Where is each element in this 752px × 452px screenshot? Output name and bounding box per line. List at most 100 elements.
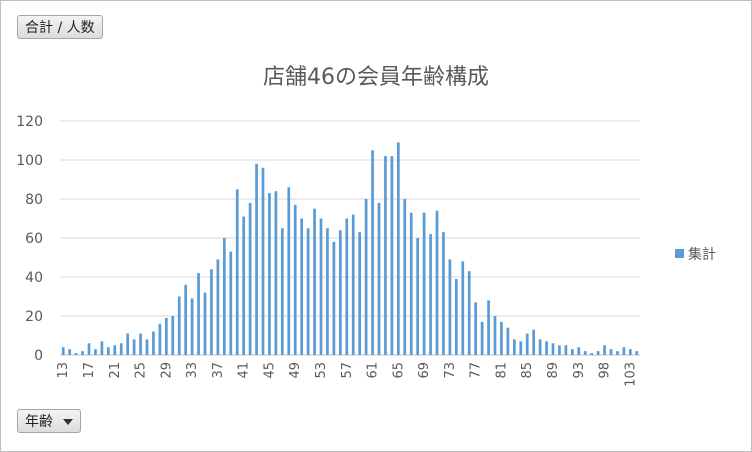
x-tick-label: 41 (237, 362, 252, 379)
bar-age-76 (467, 271, 471, 355)
bar-age-86 (532, 329, 536, 355)
bar-age-53 (319, 218, 323, 355)
bar-age-73 (448, 259, 452, 355)
bar-age-83 (512, 339, 516, 355)
bar-age-57 (345, 218, 349, 355)
bar-age-44 (261, 167, 265, 355)
x-tick-label: 73 (443, 362, 458, 379)
bar-age-25 (139, 333, 142, 355)
bar-age-72 (442, 232, 445, 355)
x-tick-label: 65 (391, 362, 406, 379)
gridlines (60, 120, 640, 356)
bar-age-24 (132, 339, 136, 355)
bar-age-20 (106, 347, 110, 355)
bar-age-22 (119, 343, 123, 355)
x-tick-label: 61 (366, 362, 381, 379)
bar-age-104 (635, 351, 639, 355)
bar-age-70 (429, 234, 432, 355)
bar-age-88 (545, 341, 548, 355)
bar-age-34 (197, 273, 200, 355)
bar-age-23 (126, 333, 130, 355)
y-tick-label: 0 (34, 348, 43, 364)
values-field-label: 合計 / 人数 (25, 20, 95, 36)
bar-age-21 (113, 345, 117, 355)
bar-age-58 (351, 214, 355, 355)
bar-age-101 (622, 347, 626, 355)
bar-age-71 (435, 210, 439, 355)
bar-age-46 (274, 191, 278, 355)
x-tick-label: 29 (159, 362, 174, 379)
bar-age-33 (190, 298, 194, 355)
y-tick-label: 120 (16, 114, 43, 130)
dropdown-arrow-icon[interactable] (63, 419, 73, 425)
bar-age-16 (81, 351, 84, 355)
bar-age-30 (171, 316, 175, 355)
bar-age-40 (235, 189, 239, 355)
bar-age-26 (145, 339, 149, 355)
bar-age-82 (506, 327, 510, 355)
x-tick-label: 93 (572, 362, 587, 379)
bar-age-15 (74, 353, 78, 355)
bar-age-93 (577, 347, 581, 355)
bar-age-80 (493, 316, 497, 355)
bar-age-42 (248, 202, 252, 355)
x-tick-label: 33 (185, 362, 200, 379)
bar-age-29 (164, 317, 168, 355)
bar-age-63 (384, 156, 387, 355)
bar-age-103 (628, 349, 632, 355)
x-tick-label: 98 (598, 362, 613, 379)
values-field-button[interactable]: 合計 / 人数 (17, 15, 103, 39)
y-tick-label: 80 (25, 192, 43, 208)
y-tick-label: 60 (25, 231, 43, 247)
y-axis: 0 20 40 60 80 100 120 (16, 114, 43, 364)
bar-age-78 (480, 321, 484, 355)
bar-age-37 (216, 259, 220, 355)
x-tick-label: 85 (520, 362, 535, 379)
bar-age-56 (338, 230, 342, 355)
bar-age-79 (487, 300, 490, 355)
x-tick-label: 37 (211, 362, 226, 379)
bar-age-59 (358, 232, 362, 355)
x-tick-label: 81 (494, 362, 509, 379)
bar-age-55 (332, 241, 336, 355)
bar-age-39 (229, 251, 233, 355)
x-tick-label: 103 (623, 362, 638, 387)
bar-age-18 (94, 349, 97, 355)
bar-age-45 (268, 193, 271, 355)
bar-age-19 (100, 341, 104, 355)
x-tick-label: 13 (56, 362, 71, 379)
bars (61, 142, 639, 355)
axis-field-button[interactable]: 年齢 (17, 409, 81, 433)
bar-age-68 (416, 238, 420, 355)
bar-age-14 (68, 349, 72, 355)
bar-age-28 (158, 323, 162, 355)
bar-age-94 (583, 351, 587, 355)
bar-age-99 (609, 349, 613, 355)
x-tick-label: 69 (417, 362, 432, 379)
bar-age-36 (210, 269, 213, 355)
legend-swatch (675, 249, 684, 258)
bar-age-81 (500, 321, 503, 355)
bar-age-13 (61, 347, 65, 355)
bar-age-47 (280, 228, 284, 355)
bar-age-74 (454, 278, 458, 355)
y-tick-label: 100 (16, 153, 43, 169)
bar-age-98 (603, 345, 606, 355)
bar-age-85 (525, 333, 529, 355)
bar-age-95 (590, 353, 594, 355)
bar-age-75 (461, 261, 465, 355)
x-tick-label: 49 (288, 362, 303, 379)
bar-age-64 (390, 156, 394, 355)
bar-age-61 (371, 150, 374, 355)
x-tick-label: 45 (262, 362, 277, 379)
bar-age-66 (403, 199, 407, 355)
bar-age-60 (364, 199, 368, 355)
bar-age-50 (300, 218, 304, 355)
bar-age-52 (313, 208, 316, 355)
bar-age-91 (564, 345, 568, 355)
chart-title: 店舗46の会員年齢構成 (263, 65, 489, 90)
bar-age-38 (222, 238, 226, 355)
x-tick-label: 53 (314, 362, 329, 379)
